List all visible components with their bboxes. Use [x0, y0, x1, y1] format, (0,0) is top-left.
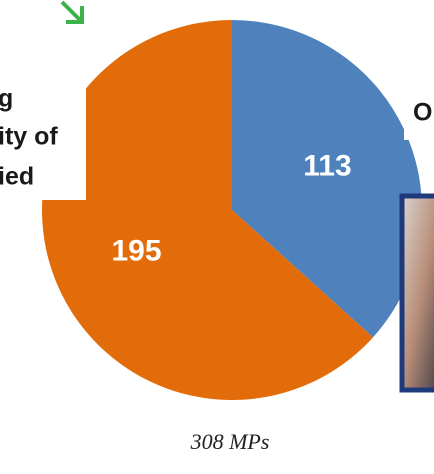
pie: [42, 20, 422, 400]
chart: 113 195 g ity of ied O 308 MPs: [0, 0, 434, 474]
annotation: g: [0, 85, 13, 113]
annotation: ied: [0, 163, 34, 191]
caption: 308 MPs: [190, 429, 270, 454]
photo: [402, 196, 434, 390]
annotation: ity of: [0, 123, 58, 151]
page: {"chart_data": {"type": "pie", "values":…: [0, 0, 434, 474]
arrow: [62, 2, 82, 22]
data-label: 195: [111, 234, 161, 267]
data-label: 113: [303, 149, 351, 182]
annotation: O: [413, 99, 432, 127]
